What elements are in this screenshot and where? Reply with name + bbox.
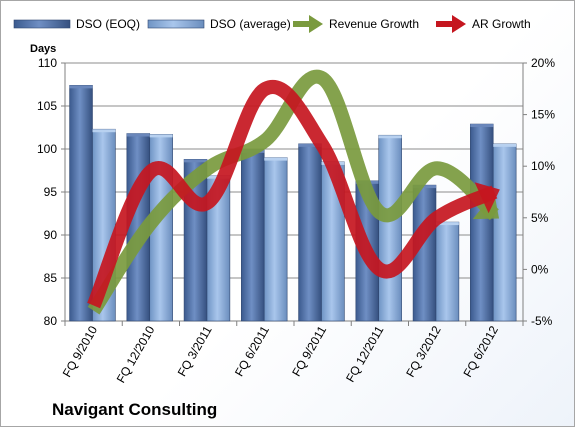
x-tick-label: FQ 12/2010 xyxy=(114,323,158,385)
y-tick-label-left: 105 xyxy=(37,99,57,113)
legend-label: DSO (EOQ) xyxy=(76,17,140,31)
bar-dso-average xyxy=(378,134,402,322)
y-tick-label-left: 100 xyxy=(37,142,57,156)
bar-dso-eoq xyxy=(298,143,322,322)
bar-cap xyxy=(184,159,207,163)
bar-dso-eoq xyxy=(470,123,494,322)
bar-cap xyxy=(470,124,494,128)
chart-title: Navigant Consulting xyxy=(52,400,217,419)
bar-cap xyxy=(92,129,116,133)
y-tick-label-right: 15% xyxy=(531,108,555,122)
bar-cap xyxy=(435,222,459,226)
legend-item: DSO (EOQ) xyxy=(13,17,140,31)
revenue-growth-line xyxy=(87,69,500,315)
y-tick-label-left: 95 xyxy=(44,185,58,199)
bar-cap xyxy=(493,143,517,147)
y-tick-label-right: 0% xyxy=(531,262,549,276)
legend-label: Revenue Growth xyxy=(329,17,419,31)
bar-cap xyxy=(413,185,436,189)
y-tick-label-left: 80 xyxy=(44,314,58,328)
legend-item: DSO (average) xyxy=(147,17,291,31)
bar-cap xyxy=(69,85,93,89)
y-tick-label-right: 10% xyxy=(531,159,555,173)
legend-label: DSO (average) xyxy=(210,17,291,31)
ar-growth-line-arrowhead xyxy=(474,182,500,214)
legend-swatch xyxy=(13,19,71,29)
ar-growth-line xyxy=(87,80,498,309)
bar-dso-average xyxy=(263,157,288,322)
bar-dso-eoq xyxy=(69,85,93,322)
bar-cap xyxy=(149,134,173,138)
bar-dso-average xyxy=(435,221,460,322)
bar-cap xyxy=(378,135,402,139)
y-tick-label-left: 90 xyxy=(44,228,58,242)
y-axis-left-unit: Days xyxy=(30,43,56,55)
legend-swatch-arrowhead xyxy=(309,15,323,33)
x-tick-label: FQ 9/2011 xyxy=(289,323,329,379)
y-tick-label-right: 5% xyxy=(531,211,549,225)
x-tick-label: FQ 6/2011 xyxy=(232,323,272,379)
x-tick-label: FQ 6/2012 xyxy=(460,323,501,379)
legend-swatch-arrowhead xyxy=(452,15,466,33)
legend: DSO (EOQ) DSO (average) Revenue Growth AR G… xyxy=(13,15,531,33)
y-tick-label-right: -5% xyxy=(531,314,553,328)
bar-cap xyxy=(298,143,322,147)
x-tick-label: FQ 3/2012 xyxy=(403,323,444,379)
legend-label: AR Growth xyxy=(472,17,531,31)
legend-swatch xyxy=(147,19,205,29)
bar-cap xyxy=(126,133,150,137)
bar-dso-eoq xyxy=(241,149,265,322)
bar-cap xyxy=(264,157,288,161)
x-tick-label: FQ 9/2010 xyxy=(60,323,101,379)
bar-dso-average xyxy=(492,143,517,322)
x-tick-label: FQ 3/2011 xyxy=(175,323,215,379)
x-tick-label: FQ 12/2011 xyxy=(343,323,387,384)
y-tick-label-left: 85 xyxy=(44,271,58,285)
legend-item: Revenue Growth xyxy=(293,15,419,33)
y-tick-label-left: 110 xyxy=(38,56,57,70)
legend-item: AR Growth xyxy=(436,15,531,33)
y-tick-label-right: 20% xyxy=(531,56,555,70)
growth-lines xyxy=(87,69,500,315)
